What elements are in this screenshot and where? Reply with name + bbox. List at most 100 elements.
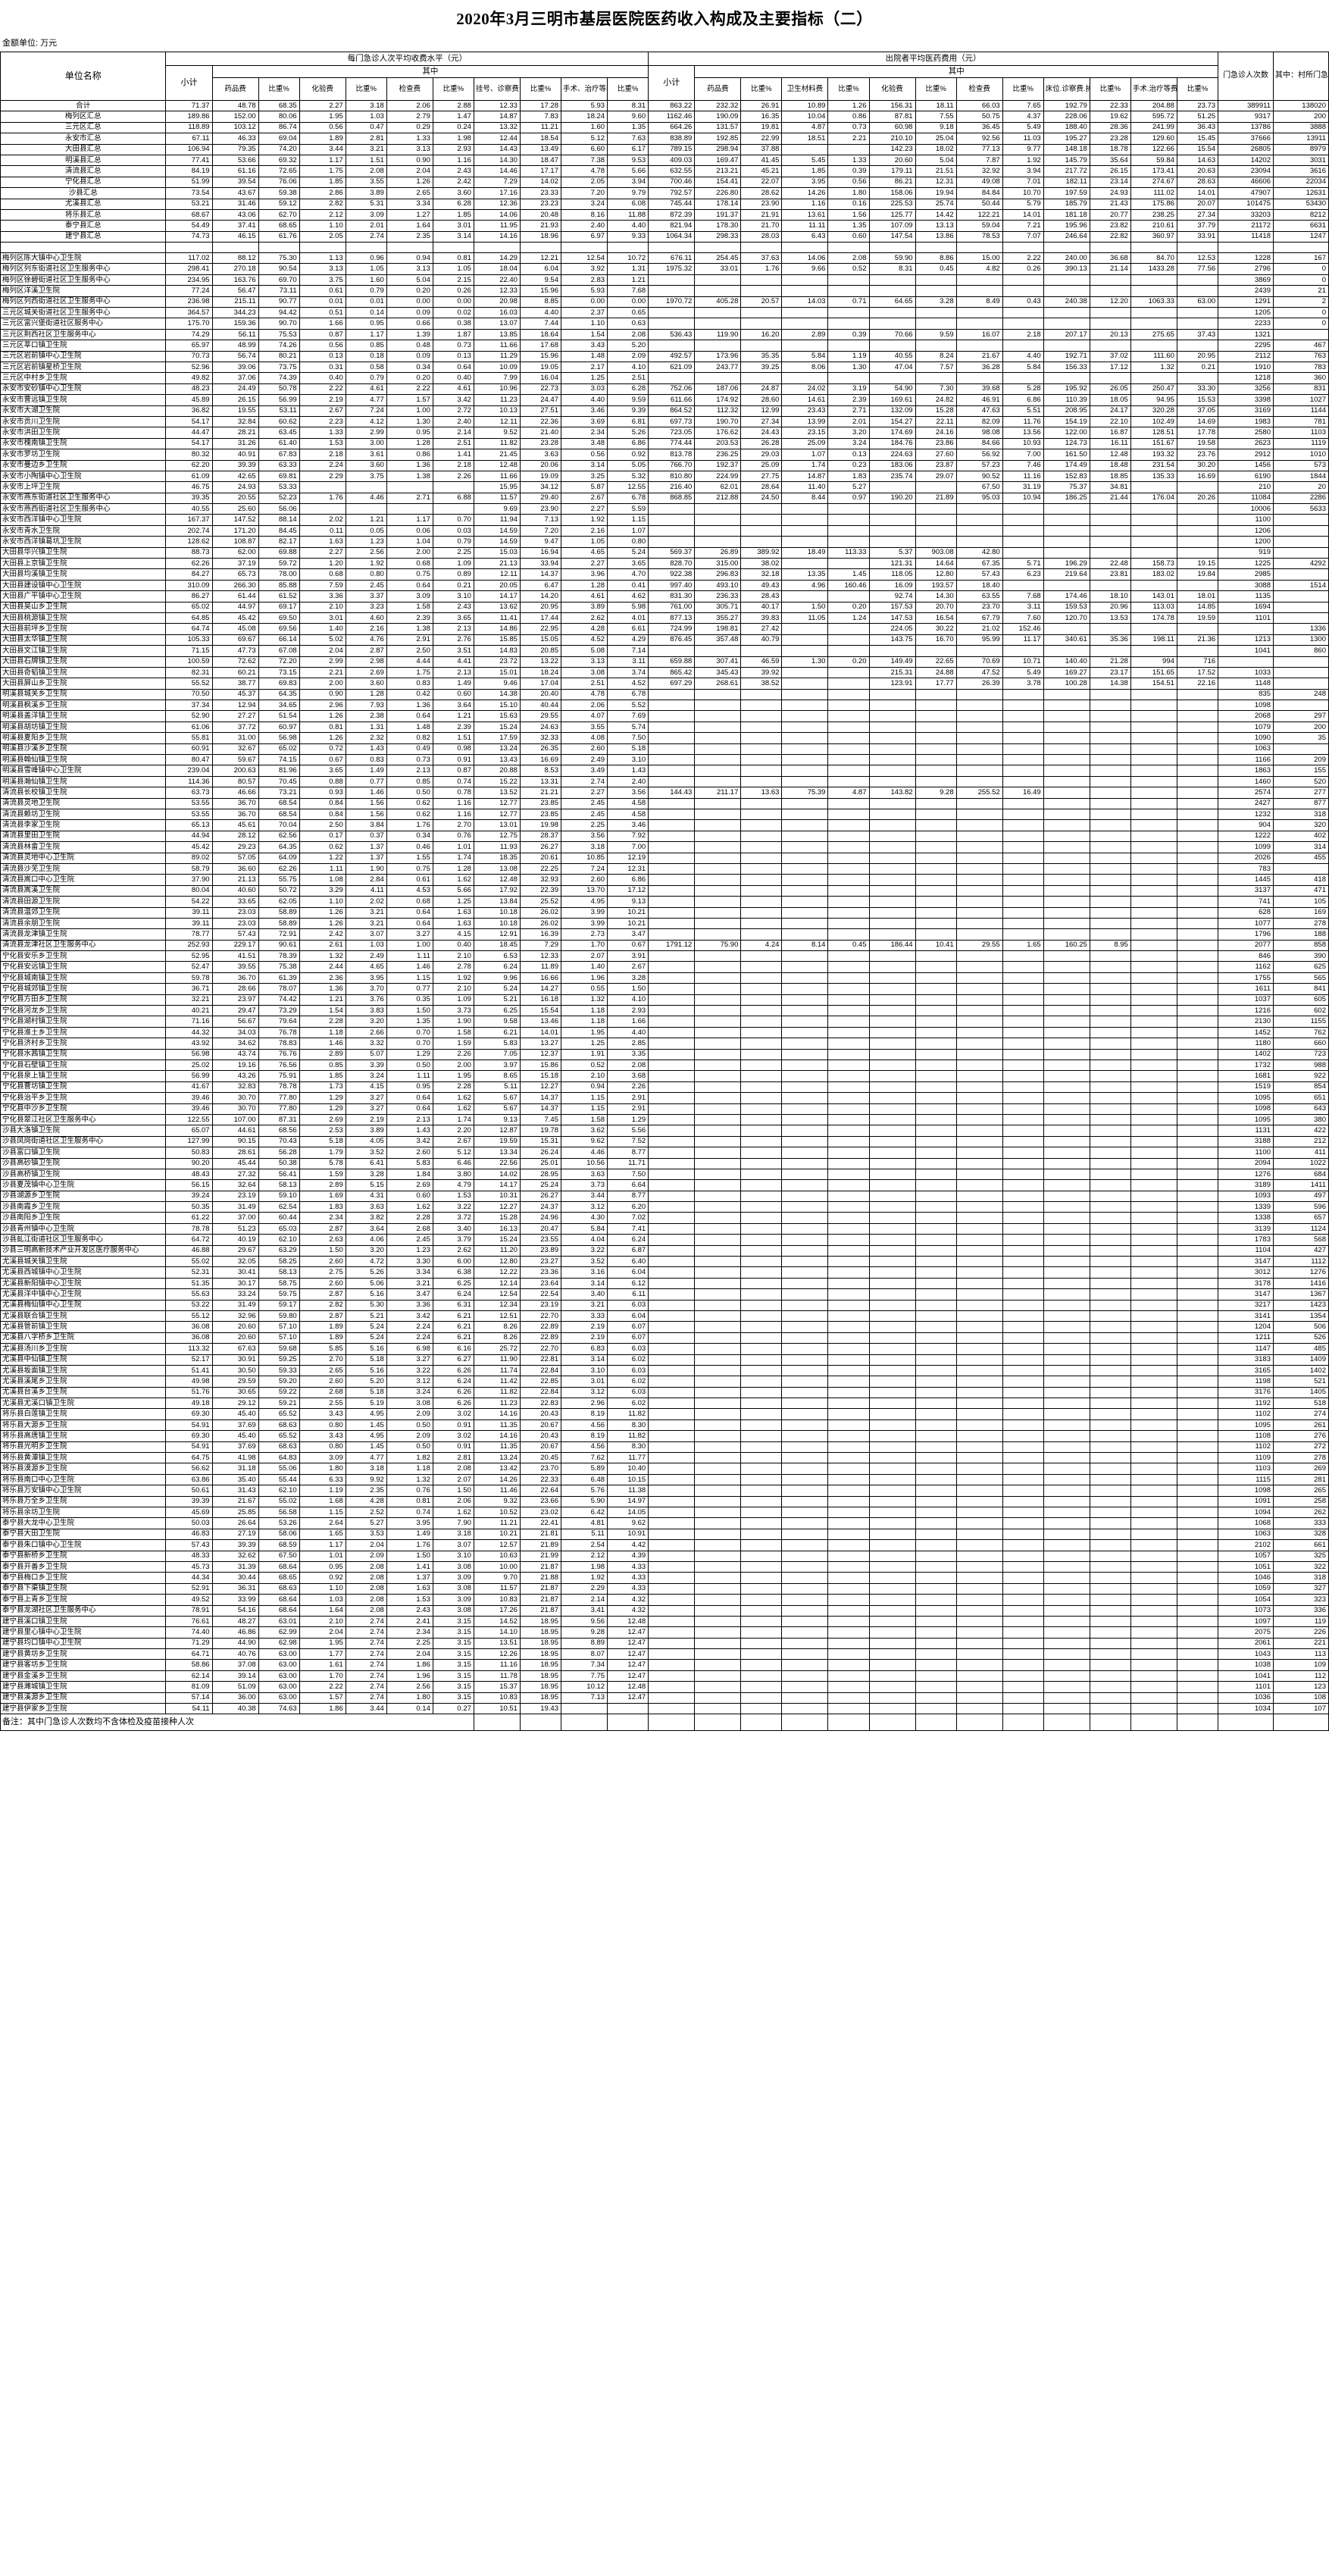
value-cell: [740, 994, 783, 1006]
table-row: 沙县南阳乡卫生院 61.22 37.00 60.44 2.34 3.82 2.28 3.72 1…: [0, 1212, 1329, 1224]
table-row: 泰宁县大田卫生院 46.83 27.19 58.06 1.65 3.53 1.49 3.18 1…: [0, 1528, 1329, 1541]
value-cell: 77.24: [165, 285, 213, 297]
value-cell: 22.36: [519, 415, 562, 428]
value-cell: 8.26: [473, 1321, 521, 1333]
value-cell: 2.72: [432, 405, 474, 417]
value-cell: 828.70: [648, 558, 696, 570]
value-cell: 9.96: [473, 972, 521, 984]
value-cell: 40.44: [519, 700, 562, 712]
table-row: 大田县奇韬镇卫生院 82.31 60.21 73.15 2.21 2.69 1.75 2.13…: [0, 666, 1329, 679]
value-cell: [868, 1517, 916, 1529]
value-cell: [868, 1637, 916, 1650]
value-cell: 154.27: [868, 415, 916, 428]
value-cell: 69.83: [258, 678, 300, 690]
value-cell: 1.00: [386, 939, 433, 952]
value-cell: [1002, 1310, 1044, 1322]
value-cell: [868, 808, 916, 821]
value-cell: [1043, 1212, 1090, 1224]
value-cell: 493.10: [694, 579, 742, 592]
value-cell: 5.05: [607, 459, 649, 471]
value-cell: 659.88: [648, 656, 696, 668]
value-cell: 2574: [1218, 787, 1274, 799]
value-cell: 3.95: [386, 1517, 433, 1529]
value-cell: [915, 928, 957, 941]
value-cell: 30.50: [211, 1364, 259, 1377]
value-cell: 36.43: [1176, 121, 1219, 134]
value-cell: 0.09: [386, 350, 433, 362]
value-cell: [1002, 1376, 1044, 1388]
value-cell: 11.23: [473, 394, 521, 406]
value-cell: 14.27: [519, 983, 562, 995]
value-cell: 58.13: [258, 1179, 300, 1191]
value-cell: 0.70: [386, 1026, 433, 1039]
value-cell: 11.66: [473, 470, 521, 483]
value-cell: 68.63: [258, 1419, 300, 1432]
value-cell: [955, 1048, 1003, 1060]
value-cell: 14.06: [473, 208, 521, 221]
value-cell: 3.20: [827, 427, 870, 439]
value-cell: 1.39: [386, 328, 433, 341]
value-cell: 68.63: [258, 1441, 300, 1454]
value-cell: 20.67: [519, 1441, 562, 1454]
value-cell: 2912: [1218, 449, 1274, 461]
value-cell: 85.88: [258, 579, 300, 592]
value-cell: 3.28: [915, 296, 957, 308]
value-cell: 3.21: [560, 1299, 608, 1311]
value-cell: 676.11: [648, 252, 696, 264]
value-cell: [694, 372, 742, 384]
value-cell: [915, 1539, 957, 1551]
value-cell: 21.02: [955, 623, 1003, 635]
value-cell: 67.79: [955, 612, 1003, 624]
value-cell: [915, 1703, 957, 1715]
value-cell: 63.55: [955, 590, 1003, 603]
value-cell: 854: [1272, 1081, 1329, 1094]
value-cell: [1089, 852, 1131, 864]
value-cell: 2.64: [299, 1517, 346, 1529]
value-cell: [1002, 1081, 1044, 1094]
value-cell: 877.13: [648, 612, 696, 624]
value-cell: [1002, 1485, 1044, 1497]
value-cell: 1131: [1218, 1125, 1274, 1137]
value-cell: 22.40: [473, 274, 521, 286]
value-cell: [648, 1692, 696, 1704]
value-cell: [1130, 1582, 1177, 1595]
value-cell: 2.70: [432, 819, 474, 831]
unit-name-cell: 沙县青州镇中心卫生院: [0, 1222, 167, 1235]
unit-name-cell: 永安市燕东街道社区卫生服务中心: [0, 492, 167, 505]
value-cell: 21.99: [519, 1550, 562, 1562]
value-cell: [740, 700, 783, 712]
value-cell: 19.09: [519, 470, 562, 483]
value-cell: 3.18: [345, 99, 387, 112]
value-cell: 3.15: [432, 1681, 474, 1693]
value-cell: 0.42: [386, 688, 433, 701]
footnote-filler-cell: [955, 1714, 1003, 1732]
value-cell: [1043, 1594, 1090, 1606]
value-cell: [740, 1103, 783, 1115]
value-cell: [1043, 1703, 1090, 1715]
value-cell: 37.02: [1089, 350, 1131, 362]
value-cell: 21.88: [519, 1572, 562, 1584]
value-cell: [1089, 950, 1131, 962]
value-cell: [740, 830, 783, 843]
unit-name-cell: 泰宁县梅口乡卫生院: [0, 1572, 167, 1584]
value-cell: [1002, 285, 1044, 297]
value-cell: 236.98: [165, 296, 213, 308]
value-cell: 9.53: [607, 154, 649, 167]
value-cell: 87.31: [258, 1113, 300, 1126]
value-cell: 152.00: [211, 111, 259, 123]
unit-name-cell: 永安市青水卫生院: [0, 524, 167, 537]
value-cell: 3.29: [299, 884, 346, 897]
value-cell: 80.32: [165, 449, 213, 461]
value-cell: 6.26: [432, 1364, 474, 1377]
table-row: 清流县田源卫生院 54.22 33.65 62.05 1.10 2.02 0.68 1.25 1…: [0, 896, 1329, 908]
value-cell: 10.85: [560, 852, 608, 864]
unit-name-cell: 沙县高砂镇卫生院: [0, 1157, 167, 1169]
value-cell: [1130, 1135, 1177, 1148]
value-cell: 13.43: [473, 754, 521, 766]
value-cell: [648, 1615, 696, 1628]
value-cell: 2.40: [432, 415, 474, 428]
value-cell: [1130, 1495, 1177, 1508]
value-cell: 43.06: [211, 208, 259, 221]
value-cell: [694, 884, 742, 897]
value-cell: [1043, 1157, 1090, 1169]
